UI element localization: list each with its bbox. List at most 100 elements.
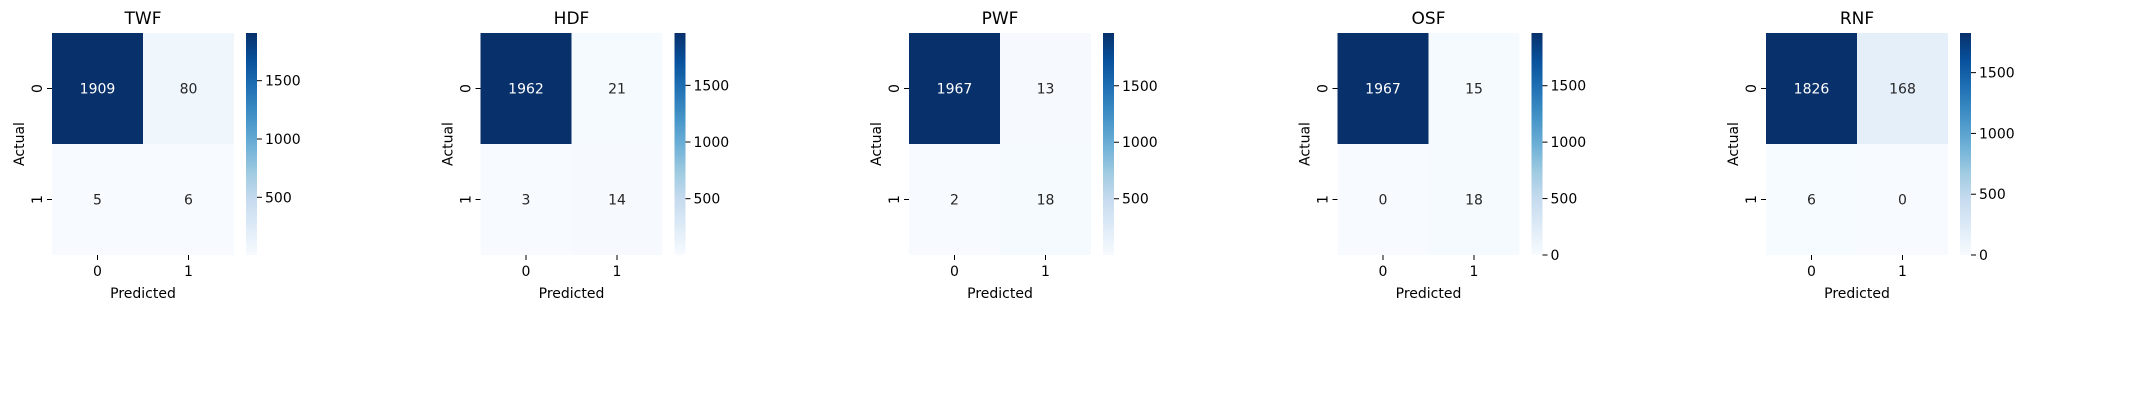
colorbar-tick-label: 1000 (1122, 135, 1158, 151)
x-tick-label: 1 (1470, 264, 1479, 280)
cell-value-label: 168 (1889, 82, 1916, 98)
cell-value-label: 13 (1037, 82, 1055, 98)
colorbar (246, 33, 257, 255)
panel-title: PWF (982, 9, 1019, 29)
heatmap-cell (143, 33, 234, 144)
heatmap-cell (52, 33, 143, 144)
colorbar (1103, 33, 1114, 255)
heatmap-cell (1000, 144, 1091, 255)
cell-value-label: 21 (608, 82, 626, 98)
colorbar (1960, 33, 1971, 255)
colorbar-tick-label: 500 (1551, 192, 1578, 208)
heatmap-cell (1766, 144, 1857, 255)
confusion-matrix-0: TWF 1909 80 5 6 0 1 0 1 Predicted Actual 500 1000 150… (12, 9, 301, 302)
colorbar-tick-label: 500 (694, 192, 721, 208)
x-axis-label: Predicted (967, 286, 1033, 302)
cell-value-label: 1909 (80, 82, 116, 98)
heatmap-cell (909, 144, 1000, 255)
cell-value-label: 1967 (937, 82, 973, 98)
y-axis-label: Actual (869, 122, 885, 166)
heatmap-cell (480, 33, 572, 144)
cell-value-label: 6 (1807, 193, 1816, 209)
heatmap-cell (1000, 33, 1091, 144)
y-axis-label: Actual (1298, 122, 1314, 166)
y-axis-label: Actual (1726, 122, 1742, 166)
colorbar-tick-label: 1000 (694, 135, 730, 151)
cell-value-label: 18 (1465, 193, 1483, 209)
confusion-matrix-1: HDF 1962 21 3 14 0 1 0 1 Predicted Actual 500 1000 15… (441, 9, 730, 302)
heatmap-cell (1428, 144, 1520, 255)
heatmap-cell (1857, 144, 1948, 255)
cell-value-label: 2 (950, 193, 959, 209)
confusion-matrix-3: OSF 1967 15 0 18 0 1 0 1 Predicted Actual 0 500 1000 1… (1298, 9, 1587, 302)
colorbar (1531, 33, 1543, 255)
y-tick-label: 0 (887, 84, 903, 93)
cell-value-label: 6 (184, 193, 193, 209)
heatmap-cell (1428, 33, 1520, 144)
heatmap-cell (480, 144, 572, 255)
confusion-matrix-4: RNF 1826 168 6 0 0 1 0 1 Predicted Actual 0 500 1000 1… (1726, 9, 2015, 302)
cell-value-label: 0 (1898, 193, 1907, 209)
x-axis-label: Predicted (1824, 286, 1890, 302)
colorbar-tick-label: 500 (1122, 192, 1149, 208)
y-tick-label: 1 (459, 195, 475, 204)
colorbar-tick-label: 1500 (1551, 79, 1587, 95)
cell-value-label: 80 (180, 82, 198, 98)
panel-title: RNF (1840, 9, 1874, 29)
cell-value-label: 14 (608, 193, 626, 209)
colorbar-tick-label: 1500 (1979, 66, 2015, 82)
heatmap-cell (1337, 33, 1429, 144)
panel-title: HDF (554, 9, 590, 29)
colorbar-tick-label: 1500 (1122, 79, 1158, 95)
heatmap-cell (571, 33, 663, 144)
cell-value-label: 5 (93, 193, 102, 209)
x-axis-label: Predicted (1396, 286, 1462, 302)
colorbar-tick-label: 1500 (694, 78, 730, 94)
y-tick-label: 0 (30, 84, 46, 93)
colorbar-tick-label: 500 (265, 190, 292, 206)
panel-title: TWF (124, 9, 162, 29)
y-tick-label: 1 (887, 195, 903, 204)
colorbar (674, 33, 686, 255)
x-tick-label: 0 (1379, 264, 1388, 280)
x-tick-label: 1 (1041, 264, 1050, 280)
y-tick-label: 1 (1316, 195, 1332, 204)
colorbar-tick-label: 0 (1551, 248, 1560, 264)
y-tick-label: 1 (30, 195, 46, 204)
x-tick-label: 0 (522, 264, 531, 280)
y-axis-label: Actual (441, 122, 457, 166)
cell-value-label: 1962 (508, 82, 544, 98)
colorbar-tick-label: 500 (1979, 187, 2006, 203)
heatmap-cell (1766, 33, 1857, 144)
x-tick-label: 0 (1807, 264, 1816, 280)
x-tick-label: 1 (1898, 264, 1907, 280)
y-tick-label: 0 (459, 84, 475, 93)
x-tick-label: 0 (93, 264, 102, 280)
heatmap-cell (52, 144, 143, 255)
heatmap-cell (1857, 33, 1948, 144)
colorbar-tick-label: 1000 (1979, 126, 2015, 142)
colorbar-tick-label: 1000 (265, 132, 301, 148)
colorbar-tick-label: 1500 (265, 74, 301, 90)
y-tick-label: 1 (1744, 195, 1760, 204)
colorbar-tick-label: 0 (1979, 248, 1988, 264)
colorbar-tick-label: 1000 (1551, 135, 1587, 151)
cell-value-label: 15 (1465, 82, 1483, 98)
cell-value-label: 1967 (1365, 82, 1401, 98)
confusion-matrix-2: PWF 1967 13 2 18 0 1 0 1 Predicted Actual 500 1000 15… (869, 9, 1158, 302)
cell-value-label: 18 (1037, 193, 1055, 209)
y-axis-label: Actual (12, 122, 28, 166)
x-axis-label: Predicted (539, 286, 605, 302)
x-tick-label: 1 (613, 264, 622, 280)
heatmap-cell (909, 33, 1000, 144)
heatmap-cell (571, 144, 663, 255)
panel-title: OSF (1412, 9, 1446, 29)
cell-value-label: 1826 (1794, 82, 1830, 98)
cell-value-label: 0 (1379, 193, 1388, 209)
y-tick-label: 0 (1316, 84, 1332, 93)
x-tick-label: 1 (184, 264, 193, 280)
x-axis-label: Predicted (110, 286, 176, 302)
x-tick-label: 0 (950, 264, 959, 280)
cell-value-label: 3 (522, 193, 531, 209)
